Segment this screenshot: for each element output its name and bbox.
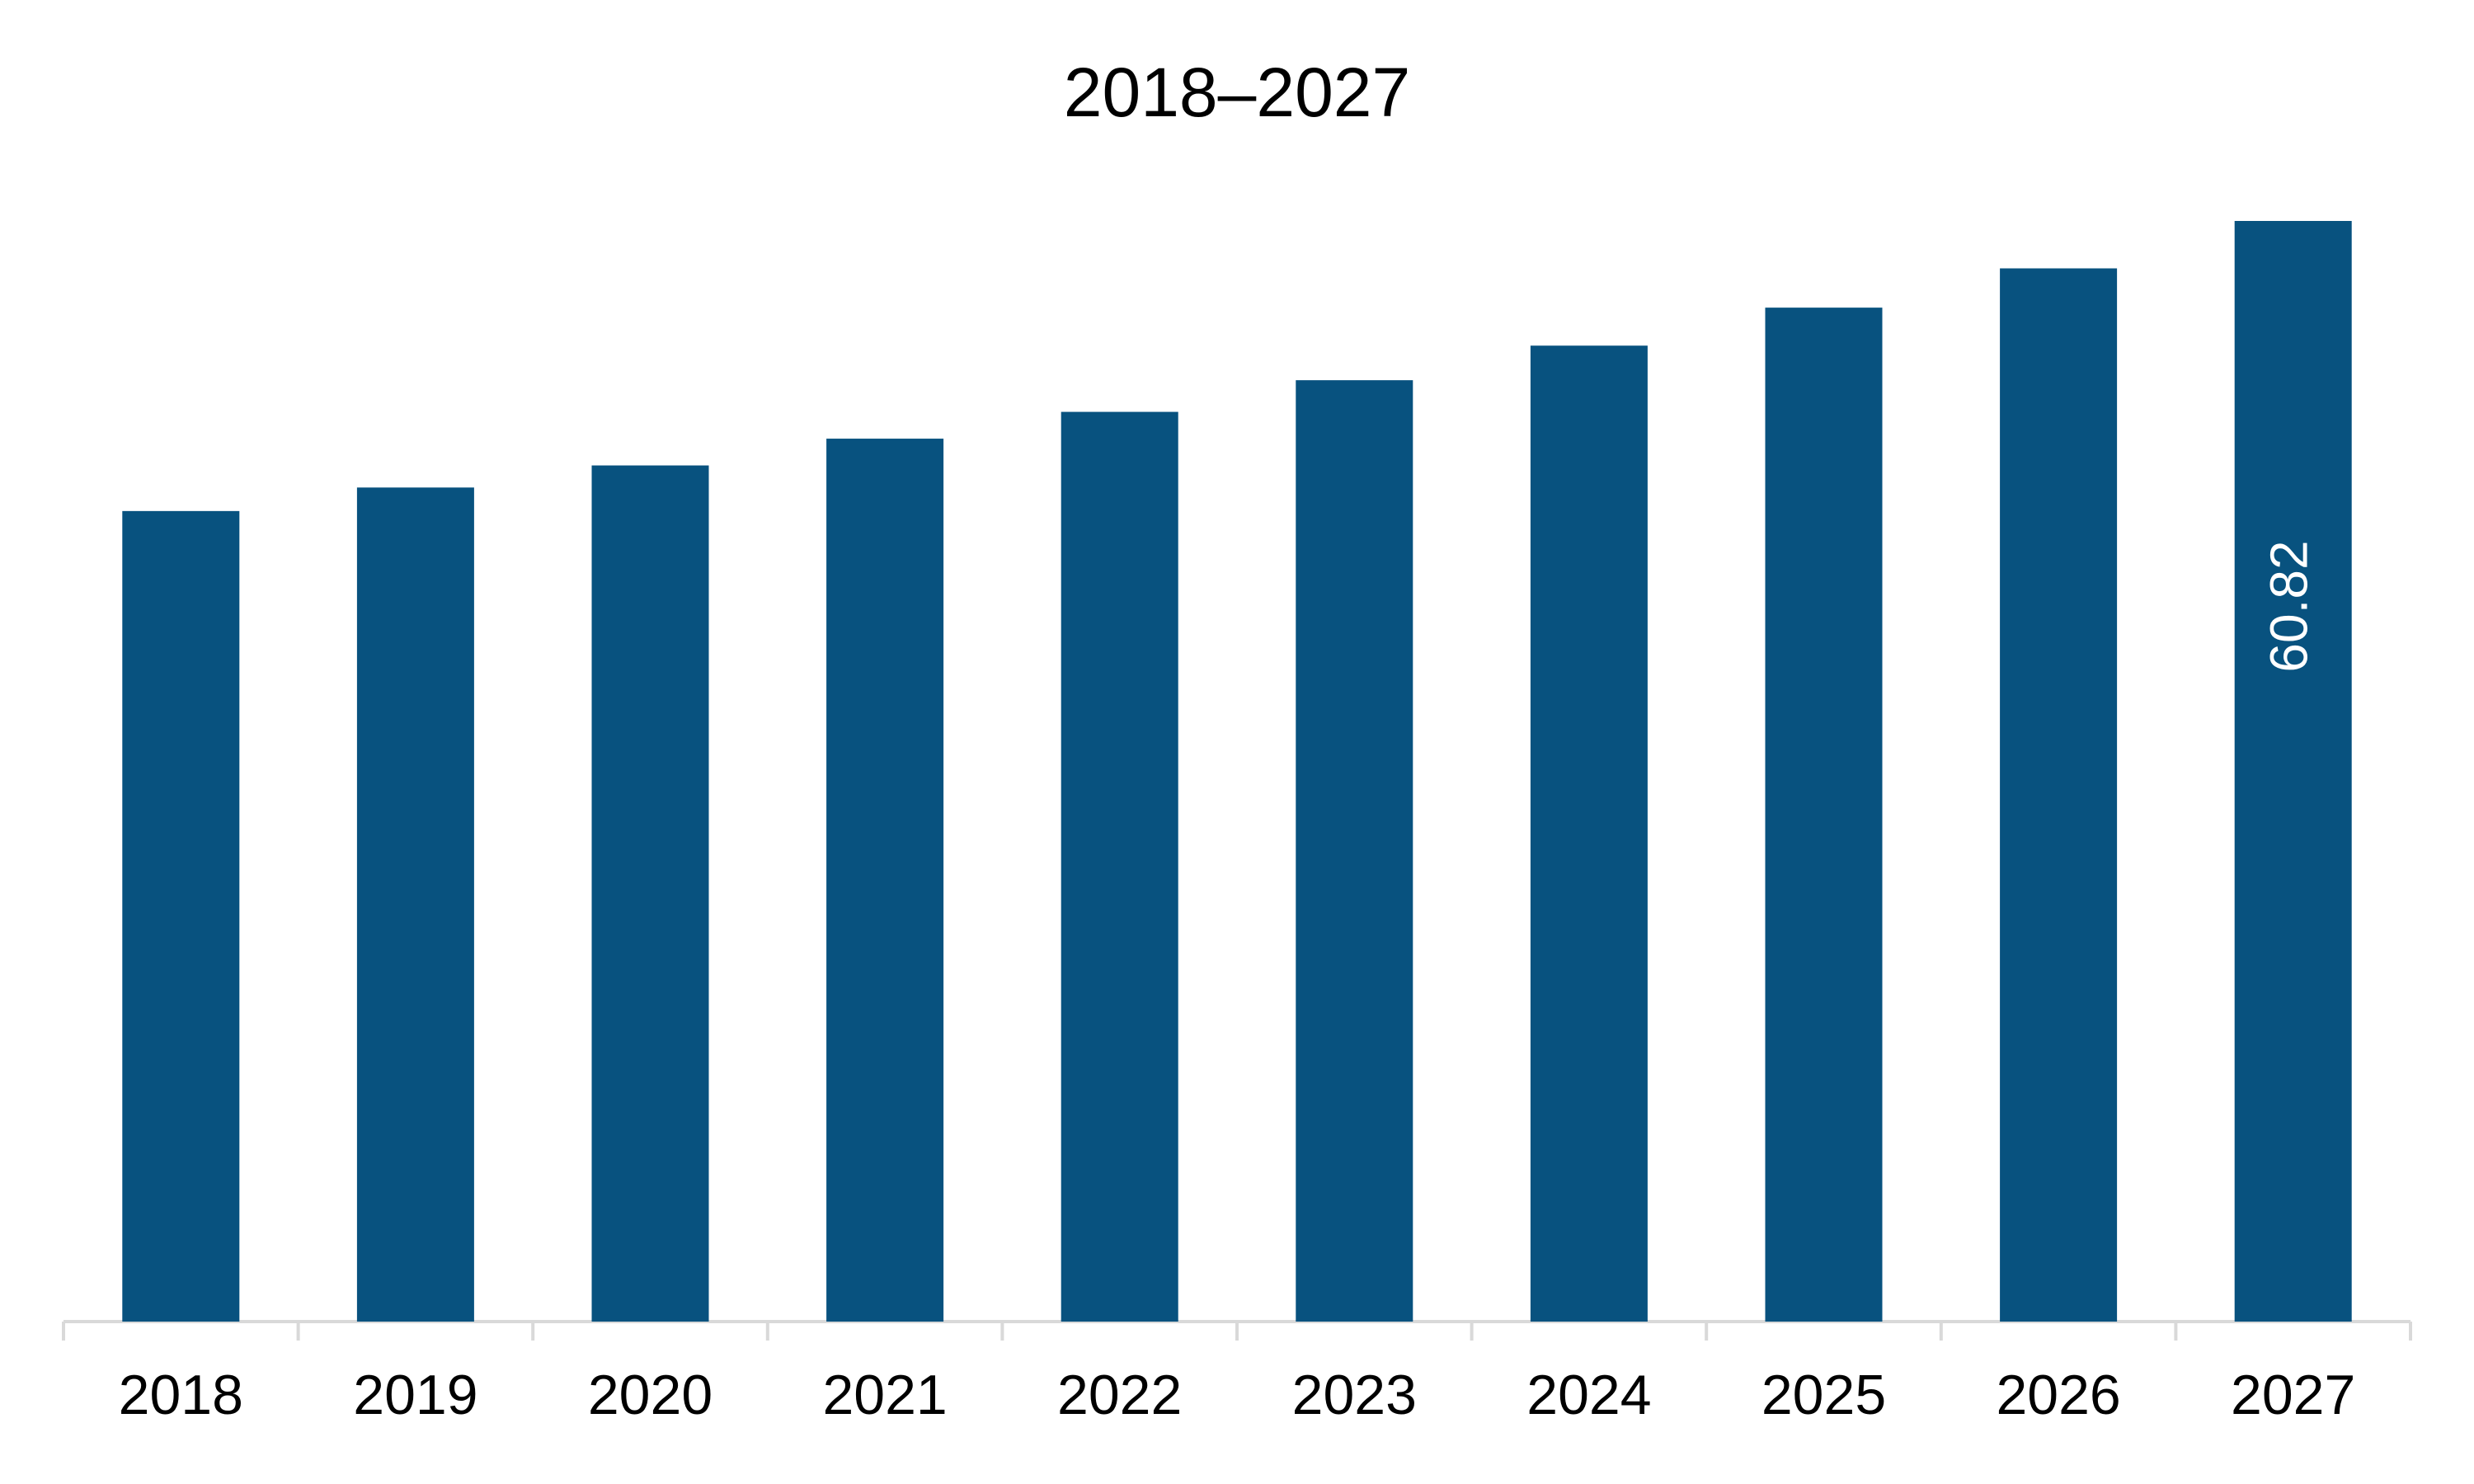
x-tick-label: 2027 bbox=[2231, 1364, 2355, 1426]
bar bbox=[826, 439, 944, 1322]
bar bbox=[2234, 221, 2352, 1322]
value-label: 60.82 bbox=[2260, 540, 2319, 672]
bar bbox=[356, 487, 474, 1322]
bar bbox=[1061, 411, 1178, 1322]
x-tick-label: 2024 bbox=[1526, 1364, 1651, 1426]
x-tick-label: 2023 bbox=[1292, 1364, 1417, 1426]
bar bbox=[2000, 268, 2118, 1322]
bar bbox=[1530, 345, 1648, 1322]
x-tick-label: 2020 bbox=[588, 1364, 713, 1426]
chart-title: 2018–2027 bbox=[1064, 54, 1410, 131]
bar bbox=[122, 510, 240, 1322]
x-tick-label: 2021 bbox=[822, 1364, 947, 1426]
x-tick-label: 2018 bbox=[119, 1364, 243, 1426]
x-tick-label: 2022 bbox=[1057, 1364, 1182, 1426]
x-tick-label: 2025 bbox=[1761, 1364, 1886, 1426]
x-tick-label: 2026 bbox=[1996, 1364, 2120, 1426]
x-tick-label: 2019 bbox=[353, 1364, 477, 1426]
bar bbox=[1296, 380, 1413, 1322]
bar bbox=[591, 465, 709, 1322]
bar bbox=[1765, 308, 1883, 1322]
